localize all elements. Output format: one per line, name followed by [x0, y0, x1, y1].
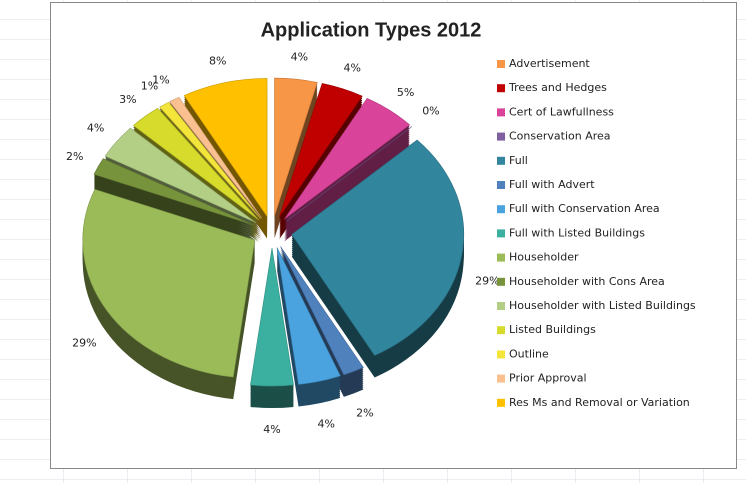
data-label: 1%: [141, 79, 158, 92]
pie-slice: [159, 101, 261, 219]
data-label: 29%: [475, 275, 499, 288]
legend-swatch: [497, 108, 505, 117]
legend-swatch: [497, 205, 505, 214]
data-label: 3%: [119, 93, 136, 106]
data-label: 4%: [87, 122, 104, 135]
legend-label: Householder with Cons Area: [509, 275, 665, 288]
legend-swatch: [497, 60, 505, 68]
legend-swatch: [497, 156, 505, 165]
legend-label: Trees and Hedges: [508, 81, 607, 94]
legend-label: Full with Conservation Area: [509, 202, 660, 215]
legend-label: Full with Advert: [509, 178, 595, 191]
legend-swatch: [497, 277, 505, 286]
legend-label: Full with Listed Buildings: [509, 226, 645, 239]
legend-swatch: [497, 181, 505, 189]
pie-slice: [286, 126, 413, 222]
legend-label: Advertisement: [509, 57, 590, 70]
data-label: 4%: [344, 61, 361, 74]
legend-swatch: [497, 350, 505, 359]
legend-label: Householder: [509, 251, 579, 264]
pie-slice: [132, 107, 259, 221]
pie-slice: [279, 83, 363, 218]
legend-swatch: [497, 84, 505, 93]
data-label: 4%: [317, 418, 334, 431]
chart-title: Application Types 2012: [261, 19, 482, 41]
data-label: 4%: [263, 423, 280, 436]
legend-swatch: [497, 302, 505, 310]
data-label: 0%: [422, 104, 439, 117]
legend-label: Householder with Listed Buildings: [509, 299, 696, 312]
legend-label: Full: [509, 154, 528, 167]
data-label: 1%: [152, 73, 169, 86]
pie-slice: [274, 77, 318, 217]
legend-swatch: [497, 374, 505, 383]
pie-slice: [104, 127, 257, 223]
pie-slice: [82, 189, 256, 378]
legend-swatch: [497, 132, 505, 141]
pie-slice: [183, 78, 268, 218]
legend-label: Cert of Lawfullness: [509, 105, 614, 118]
legend-label: Res Ms and Removal or Variation: [509, 396, 690, 409]
legend-label: Conservation Area: [509, 130, 611, 143]
pie-slice: [280, 246, 364, 376]
data-label: 5%: [397, 86, 414, 99]
data-label: 29%: [72, 337, 96, 350]
pie-slice: [276, 247, 341, 385]
legend-label: Prior Approval: [509, 372, 587, 385]
pie-slice: [93, 158, 255, 226]
legend-swatch: [497, 229, 505, 238]
legend-swatch: [497, 398, 505, 407]
legend-label: Listed Buildings: [509, 323, 596, 336]
pie-slice: [291, 139, 465, 356]
data-label: 4%: [291, 50, 308, 63]
legend-swatch: [497, 253, 505, 262]
legend-label: Outline: [509, 347, 549, 360]
data-label: 8%: [209, 54, 226, 67]
pie-slice: [250, 248, 294, 387]
pie-slice: [284, 98, 411, 220]
legend-swatch: [497, 326, 505, 335]
pie-slice: [169, 96, 263, 219]
data-label: 2%: [356, 406, 373, 419]
data-label: 2%: [66, 150, 83, 163]
